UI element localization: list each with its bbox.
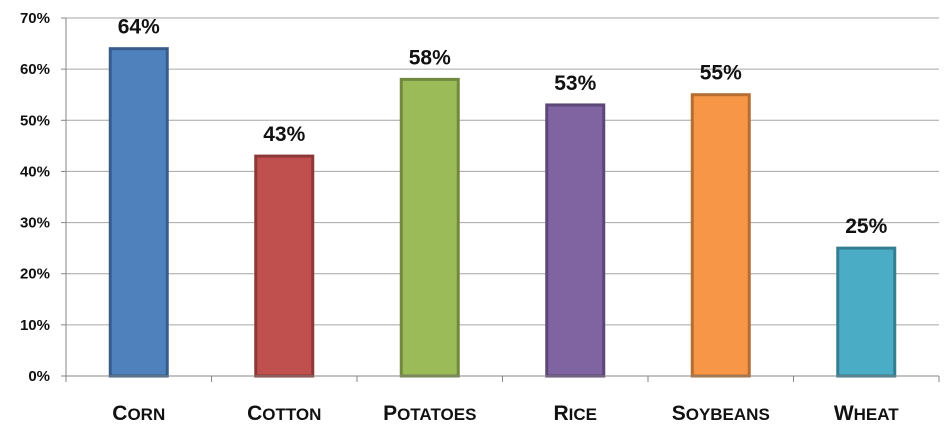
axes [61,17,940,382]
data-label: 53% [554,72,596,95]
y-tick-label: 60% [20,61,50,78]
y-tick-label: 0% [28,368,50,385]
bar-soybeans [690,93,751,378]
y-tick-label: 70% [20,10,50,27]
y-tick-label: 30% [20,215,50,232]
bar-rice [545,103,606,378]
bar-cotton [254,154,315,378]
data-label: 43% [263,123,305,146]
y-tick-label: 10% [20,317,50,334]
data-label: 55% [700,62,742,85]
x-tick-label: POTATOES [383,402,476,425]
x-tick-label: SOYBEANS [672,402,770,425]
data-label: 25% [845,215,887,238]
bars [108,47,897,378]
x-tick-label: COTTON [247,402,321,425]
y-tick-label: 50% [20,112,50,129]
data-label: 64% [118,16,160,39]
y-tick-label: 20% [20,266,50,283]
gridlines [66,17,939,326]
bar-potatoes [399,77,460,378]
x-tick-label: WHEAT [834,402,899,425]
bar-corn [108,47,169,378]
x-tick-label: CORN [112,402,165,425]
bar-wheat [836,246,897,378]
x-tick-label: RICE [553,402,597,425]
labels: 0% 10% 20% 30% 40% 50% 60% 70% 64% CORN 43% COTTON 5… [20,10,899,425]
y-tick-label: 40% [20,163,50,180]
data-label: 58% [409,46,451,69]
